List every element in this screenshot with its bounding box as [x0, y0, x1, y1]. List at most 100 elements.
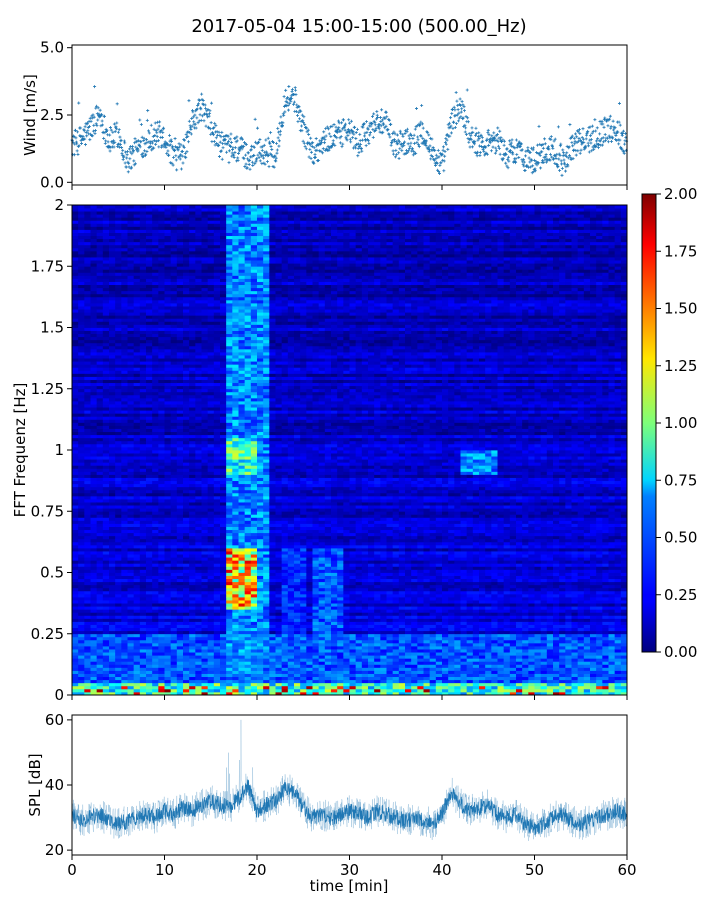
spectrogram-cell	[183, 612, 190, 616]
spectrogram-cell	[127, 303, 135, 307]
spectrogram-cell	[195, 517, 202, 521]
wind-point	[152, 127, 156, 131]
spectrogram-cell	[176, 642, 184, 647]
wind-point	[369, 131, 373, 135]
wind-point	[455, 122, 459, 126]
wind-point	[444, 137, 448, 141]
spectrogram-cell	[139, 560, 147, 564]
wind-point	[248, 158, 252, 162]
spectrogram-cell	[201, 217, 209, 221]
spectrogram-cell	[176, 554, 184, 558]
spectrogram-cell	[96, 263, 104, 267]
spectrogram-cell	[146, 208, 153, 212]
spectrogram-cell	[115, 437, 122, 442]
spectrogram-cell	[158, 321, 165, 325]
spectrogram-cell	[109, 446, 116, 451]
spectrogram-cell	[121, 296, 128, 301]
spectrogram-cell	[96, 593, 104, 598]
spectrogram-cell	[189, 520, 196, 524]
spectrogram-cell	[152, 474, 159, 478]
spectrogram-cell	[152, 453, 159, 457]
spectrogram-cell	[195, 609, 202, 613]
spectrogram-cell	[139, 220, 147, 224]
spectrogram-cell	[164, 593, 172, 598]
wind-point	[160, 143, 164, 147]
spectrogram-cell	[146, 214, 153, 218]
spectrogram-cell	[72, 321, 79, 325]
spectrogram-cell	[170, 397, 178, 402]
spectrogram-cell	[109, 336, 116, 341]
spectrogram-cell	[84, 290, 91, 295]
spectrogram-cell	[84, 646, 91, 650]
spectrogram-cell	[183, 355, 190, 359]
spectrogram-cell	[146, 318, 153, 322]
spectrogram-cell	[115, 502, 122, 506]
spectrogram-cell	[195, 477, 202, 482]
spectrogram-cell	[115, 391, 122, 396]
spectrogram-cell	[115, 661, 122, 665]
spectrogram-cell	[176, 336, 184, 341]
spectrogram-cell	[139, 600, 147, 604]
spectrogram-cell	[139, 541, 147, 546]
spectrogram-cell	[90, 260, 98, 264]
wind-point	[227, 139, 231, 143]
spectrogram-cell	[109, 590, 116, 595]
spectrogram-cell	[133, 673, 141, 678]
spectrogram-cell	[102, 404, 110, 408]
wind-point	[179, 143, 183, 147]
wind-point	[138, 118, 142, 122]
spectrogram-cell	[195, 284, 202, 289]
spectrogram-cell	[109, 303, 116, 307]
spectrogram-cell	[84, 688, 91, 693]
spectrogram-cell	[158, 410, 165, 414]
spectrogram-cell	[72, 609, 79, 613]
spectrogram-cell	[158, 373, 165, 377]
spectrogram-cell	[84, 548, 91, 552]
spectrogram-cell	[146, 376, 153, 380]
spectrogram-cell	[109, 309, 116, 313]
spectrogram-cell	[96, 250, 104, 255]
spectrogram-cell	[121, 391, 128, 396]
spectrogram-cell	[121, 370, 128, 374]
spectrogram-cell	[158, 606, 165, 610]
spectrogram-cell	[109, 688, 116, 693]
spectrogram-cell	[109, 486, 116, 491]
spectrogram-cell	[201, 538, 209, 543]
spectrogram-cell	[84, 278, 91, 282]
spectrogram-cell	[96, 290, 104, 295]
spectrogram-cell	[158, 376, 165, 380]
spectrogram-cell	[176, 664, 184, 668]
spectrogram-cell	[102, 477, 110, 482]
spectrogram-cell	[115, 652, 122, 656]
spectrogram-cell	[183, 584, 190, 589]
spectrogram-cell	[90, 238, 98, 243]
wind-point	[259, 154, 263, 158]
spectrogram-cell	[183, 446, 190, 451]
spectrogram-cell	[158, 296, 165, 301]
spectrogram-cell	[96, 235, 104, 240]
spectrogram-cell	[176, 263, 184, 267]
spectrogram-cell	[201, 636, 209, 641]
spectrogram-cell	[127, 630, 135, 635]
wind-point	[213, 121, 217, 125]
spectrogram-cell	[158, 520, 165, 524]
spectrogram-cell	[78, 339, 85, 344]
wind-point	[413, 127, 417, 131]
spectrogram-cell	[146, 339, 153, 344]
spectrogram-cell	[102, 266, 110, 270]
spectrogram-cell	[78, 606, 85, 610]
spectrogram-cell	[164, 523, 172, 527]
spectrogram-cell	[121, 443, 128, 448]
spectrogram-cell	[183, 296, 190, 301]
spectrogram-cell	[183, 618, 190, 622]
spectrogram-cell	[176, 407, 184, 411]
spectrogram-cell	[158, 401, 165, 405]
wind-point	[367, 139, 371, 143]
spectrogram-cell	[201, 250, 209, 255]
spectrogram-cell	[72, 247, 79, 252]
spectrogram-cell	[152, 333, 159, 338]
spectrogram-cell	[170, 459, 178, 463]
spectrogram-cell	[146, 281, 153, 286]
spectrogram-cell	[195, 318, 202, 322]
spectrogram-cell	[102, 483, 110, 488]
